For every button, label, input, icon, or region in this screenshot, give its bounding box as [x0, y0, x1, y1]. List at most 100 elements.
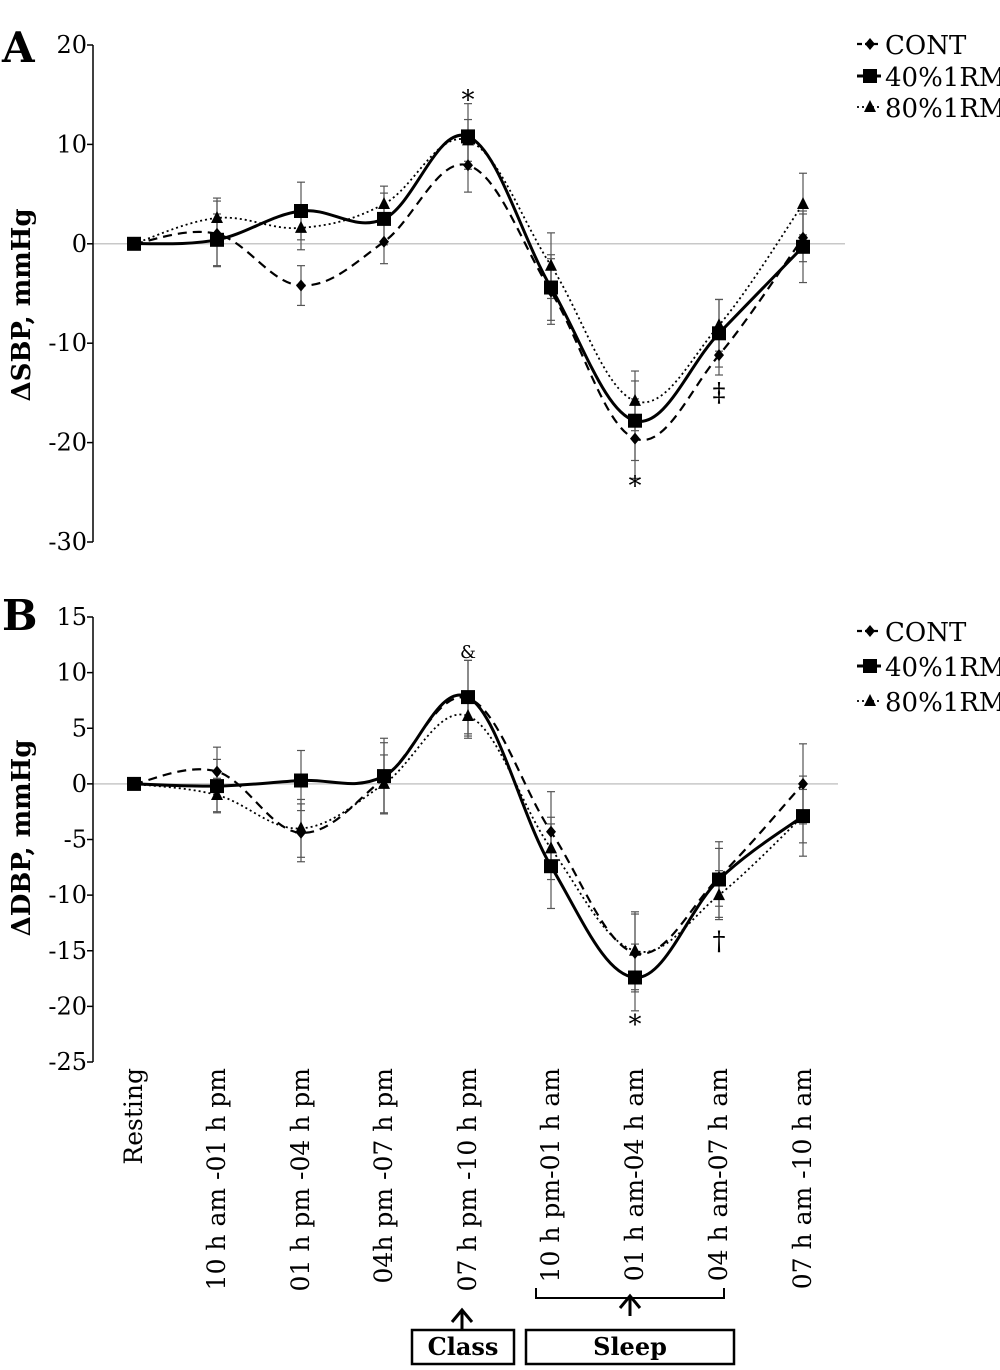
panel-b-data-point-0: [798, 777, 808, 790]
x-tick-label: 04h pm -07 h pm: [369, 1068, 398, 1284]
x-tick-label: 10 h pm-01 h am: [536, 1068, 565, 1283]
panel-b-data-point-1: [294, 773, 308, 788]
panel-a-legend-80rm: 80%1RM: [885, 94, 1000, 124]
panel-b-y-tick: -10: [48, 881, 87, 909]
x-tick-label: 01 h am-04 h am: [620, 1068, 649, 1282]
panel-b-annotation: †: [713, 927, 726, 957]
panel-b-data-point-1: [461, 690, 475, 705]
panel-a-y-axis-label: ΔSBP, mmHg: [7, 209, 37, 402]
panel-a-y-tick: 0: [72, 230, 87, 258]
panel-a-series-line-2: [133, 138, 804, 404]
panel-b-legend-marker-0: [865, 625, 875, 637]
panel-b-data-point-2: [211, 788, 223, 800]
panel-b-legend-80rm: 80%1RM: [885, 688, 1000, 718]
panel-a-data-point-2: [211, 211, 223, 223]
panel-b-y-tick: -25: [48, 1048, 87, 1076]
panel-b-y-tick: 15: [56, 603, 87, 631]
panel-a-data-point-0: [630, 432, 640, 445]
panel-a: A ΔSBP, mmHg 20 10 0 -10 -20 -30 * * ‡ C…: [1, 23, 1000, 556]
panel-a-data-point-0: [379, 235, 389, 248]
panel-b-data-point-1: [544, 859, 558, 874]
panel-b-letter: B: [2, 591, 38, 640]
panel-b-data-point-2: [713, 888, 725, 901]
panel-a-data-point-1: [796, 239, 810, 254]
panel-a-annotation: *: [629, 471, 642, 501]
panel-b-data-point-2: [128, 776, 140, 789]
panel-a-y-ticks: 20 10 0 -10 -20 -30: [48, 31, 87, 556]
panel-a-data-point-1: [544, 280, 558, 295]
panel-b-y-axis-label: ΔDBP, mmHg: [7, 740, 37, 937]
panel-b-data-point-1: [377, 769, 391, 784]
panel-b-legend-40rm: 40%1RM: [885, 653, 1000, 683]
panel-a-y-tick: -10: [48, 329, 87, 357]
panel-b-annotation: &: [460, 642, 476, 663]
panel-b-y-ticks: 15 10 5 0 -5 -10 -15 -20 -25: [48, 603, 87, 1076]
panel-b-legend-marker-2: [864, 694, 876, 706]
panel-a-data-point-2: [797, 197, 809, 209]
panel-a-y-tick: 10: [56, 130, 87, 158]
x-tick-label: Resting: [119, 1068, 148, 1165]
panel-b-series-line-1: [133, 693, 804, 980]
panel-a-data-point-2: [378, 197, 390, 209]
panel-a-y-tick: -20: [48, 429, 87, 457]
panel-a-plot: [87, 44, 845, 543]
panel-a-legend: CONT 40%1RM 80%1RM: [857, 31, 1000, 124]
panel-a-legend-marker-0: [865, 38, 875, 50]
x-tick-label: 04 h am-07 h am: [704, 1068, 733, 1282]
panel-a-annotation: ‡: [713, 378, 726, 408]
panel-b-legend-marker-1: [863, 659, 877, 673]
panel-b-annotations: & * †: [460, 642, 726, 1040]
panel-a-legend-cont: CONT: [885, 31, 967, 61]
panel-b-data-point-0: [212, 765, 222, 778]
panel-b-series-line-2: [133, 713, 804, 953]
panel-a-data-point-2: [462, 133, 474, 146]
class-label: Class: [428, 1332, 499, 1361]
panel-b-plot: [87, 616, 838, 1063]
panel-a-data-point-0: [296, 279, 306, 292]
panel-b: B ΔDBP, mmHg 15 10 5 0 -5 -10 -15 -20 -2…: [2, 591, 1000, 1076]
panel-b-data-point-1: [712, 872, 726, 887]
panel-b-series-line-0: [133, 696, 804, 955]
panel-b-data-point-0: [546, 825, 556, 838]
class-box: [410, 1328, 516, 1366]
panel-a-data-point-0: [463, 159, 473, 172]
panel-b-data-point-2: [629, 943, 641, 956]
panel-b-data-point-1: [210, 779, 224, 794]
panel-a-data-point-2: [713, 318, 725, 331]
panel-b-legend-cont: CONT: [885, 618, 967, 648]
panel-a-legend-marker-1: [863, 69, 877, 83]
panel-b-data-point-1: [628, 970, 642, 985]
panel-a-data-point-1: [377, 211, 391, 226]
x-axis-categories: Resting 10 h am -01 h pm 01 h pm -04 h p…: [119, 1068, 817, 1292]
panel-a-annotations: * * ‡: [462, 86, 726, 502]
panel-b-legend: CONT 40%1RM 80%1RM: [857, 618, 1000, 718]
panel-a-data-point-1: [294, 204, 308, 218]
sleep-box: [524, 1328, 736, 1366]
x-tick-label: 10 h am -01 h pm: [202, 1068, 231, 1291]
panel-a-data-point-2: [629, 393, 641, 406]
panel-b-data-point-2: [797, 809, 809, 822]
x-tick-label: 07 h pm -10 h pm: [453, 1068, 482, 1292]
panel-a-data-point-2: [128, 236, 140, 249]
panel-a-y-tick: -30: [48, 528, 87, 556]
panel-a-data-point-1: [628, 413, 642, 428]
phase-annotations: Class Sleep: [410, 1288, 736, 1366]
panel-a-legend-40rm: 40%1RM: [885, 63, 1000, 93]
x-tick-label: 07 h am -10 h am: [788, 1068, 817, 1290]
panel-b-y-tick: 10: [56, 659, 87, 687]
class-arrow-icon: [450, 1307, 474, 1330]
panel-a-letter: A: [1, 23, 36, 72]
panel-b-annotation: *: [629, 1010, 642, 1040]
panel-b-data-point-2: [295, 821, 307, 834]
panel-b-data-point-2: [545, 841, 557, 854]
panel-b-y-tick: 0: [72, 770, 87, 798]
panel-a-annotation: *: [462, 86, 475, 116]
panel-a-series-line-0: [133, 163, 804, 442]
panel-a-data-point-2: [295, 220, 307, 233]
panel-a-data-point-0: [714, 349, 724, 362]
panel-a-data-point-1: [210, 232, 224, 247]
panel-a-legend-marker-2: [864, 100, 876, 112]
sleep-label: Sleep: [593, 1332, 667, 1361]
sleep-arrow-icon: [618, 1293, 642, 1316]
